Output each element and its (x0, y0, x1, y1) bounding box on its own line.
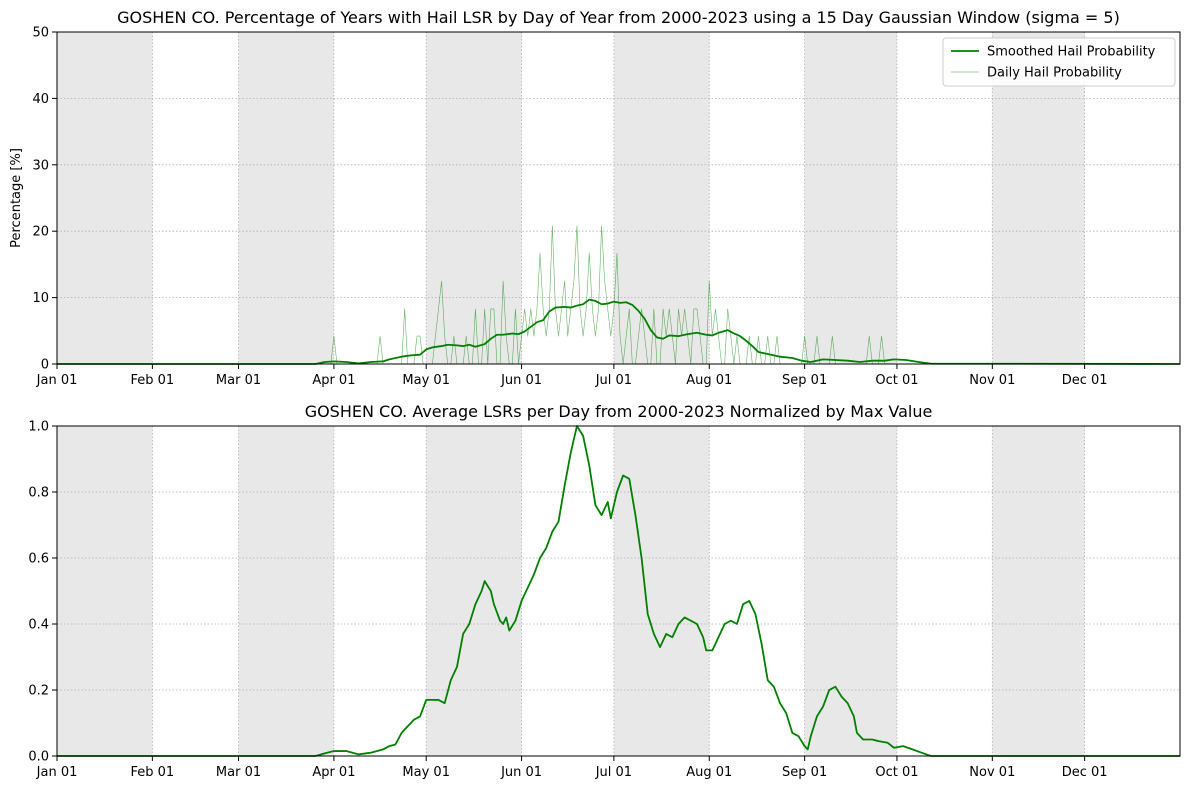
x-tick-label: Dec 01 (1062, 373, 1108, 388)
y-tick-label: 10 (32, 291, 49, 306)
x-ticks: Jan 01 Feb 01 Mar 01 Apr 01 May 01 Jun 01 Jul … (36, 364, 1108, 388)
smoothed-series (57, 298, 1181, 365)
month-shading (57, 32, 1085, 364)
x-tick-label: Dec 01 (1062, 765, 1108, 780)
y-tick-label: 50 (32, 26, 49, 41)
y-tick-label: 0.4 (28, 618, 49, 633)
x-tick-label: Jan 01 (36, 373, 78, 388)
y-tick-label: 0 (41, 358, 49, 373)
x-tick-label: Apr 01 (312, 373, 355, 388)
x-tick-label: Apr 01 (312, 765, 355, 780)
x-tick-label: Feb 01 (131, 373, 175, 388)
y-axis-label: Percentage [%] (9, 148, 24, 248)
x-tick-label: Nov 01 (969, 765, 1015, 780)
normalized-lsr-chart: Jan 01 Feb 01 Mar 01 Apr 01 May 01 Jun 01 Jul … (28, 402, 1181, 780)
shaded-month-sep (804, 32, 897, 364)
line-smoothed-hail-probability (57, 298, 1181, 365)
x-tick-label: Feb 01 (131, 765, 175, 780)
y-tick-label: 0.0 (28, 750, 49, 765)
x-tick-label: May 01 (402, 765, 450, 780)
legend: Smoothed Hail Probability Daily Hail Pro… (942, 37, 1176, 87)
x-tick-label: Jun 01 (500, 373, 542, 388)
shaded-month-may (426, 426, 522, 756)
legend-box (942, 37, 1176, 87)
shaded-month-jan (57, 32, 153, 364)
chart-title: GOSHEN CO. Average LSRs per Day from 200… (305, 402, 933, 421)
x-tick-label: May 01 (402, 373, 450, 388)
plot-frame (56, 31, 1181, 365)
legend-label-daily: Daily Hail Probability (987, 66, 1122, 81)
x-tick-label: Oct 01 (875, 373, 918, 388)
shaded-month-nov (992, 32, 1085, 364)
hail-probability-chart: Jan 01 Feb 01 Mar 01 Apr 01 May 01 Jun 01 Jul … (9, 8, 1181, 388)
x-ticks: Jan 01 Feb 01 Mar 01 Apr 01 May 01 Jun 01 Jul … (36, 756, 1108, 780)
x-tick-label: Mar 01 (216, 373, 261, 388)
x-tick-label: Oct 01 (875, 765, 918, 780)
shaded-month-jul (613, 426, 710, 756)
x-tick-label: Nov 01 (969, 373, 1015, 388)
y-tick-label: 30 (32, 158, 49, 173)
chart-title: GOSHEN CO. Percentage of Years with Hail… (117, 8, 1120, 27)
shaded-month-mar (238, 426, 334, 756)
x-tick-label: Sep 01 (782, 373, 827, 388)
y-tick-label: 0.6 (28, 552, 49, 567)
y-tick-label: 1.0 (28, 420, 49, 435)
shaded-month-mar (238, 32, 334, 364)
lsr-series (57, 425, 1180, 757)
shaded-month-sep (804, 426, 897, 756)
x-tick-label: Aug 01 (686, 373, 732, 388)
x-tick-label: Aug 01 (686, 765, 732, 780)
x-tick-label: Jul 01 (595, 373, 632, 388)
y-ticks: 0 10 20 30 40 50 (32, 26, 57, 373)
shaded-month-jul (613, 32, 710, 364)
y-ticks: 0.0 0.2 0.4 0.6 0.8 1.0 (28, 420, 57, 765)
x-tick-label: Sep 01 (782, 765, 827, 780)
y-tick-label: 20 (32, 225, 49, 240)
shaded-month-nov (992, 426, 1085, 756)
x-tick-label: Jan 01 (36, 765, 78, 780)
y-tick-label: 0.8 (28, 486, 49, 501)
shaded-month-may (426, 32, 522, 364)
legend-label-smoothed: Smoothed Hail Probability (987, 45, 1156, 60)
x-tick-label: Jul 01 (595, 765, 632, 780)
line-normalized-lsr (57, 425, 1180, 757)
y-tick-label: 40 (32, 92, 49, 107)
shaded-month-jan (57, 426, 153, 756)
month-shading (57, 426, 1085, 756)
plot-frame (56, 425, 1181, 757)
y-tick-label: 0.2 (28, 684, 49, 699)
x-tick-label: Mar 01 (216, 765, 261, 780)
x-tick-label: Jun 01 (500, 765, 542, 780)
